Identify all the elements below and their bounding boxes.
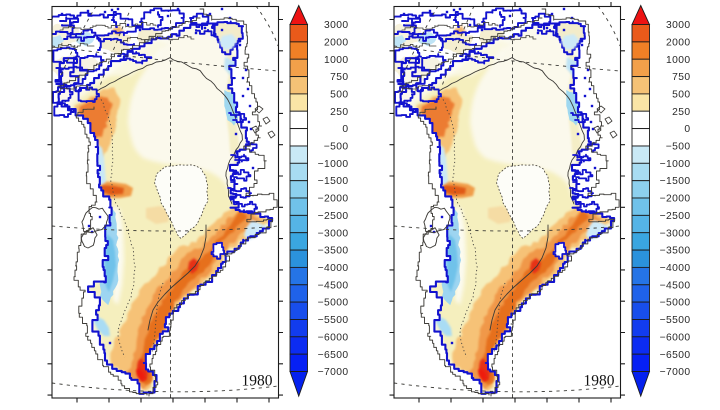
svg-text:750: 750 bbox=[330, 72, 348, 83]
svg-text:1980: 1980 bbox=[242, 373, 273, 390]
svg-text:−7000: −7000 bbox=[318, 367, 349, 378]
svg-text:250: 250 bbox=[330, 107, 348, 118]
svg-text:−6000: −6000 bbox=[318, 332, 349, 343]
svg-text:−2000: −2000 bbox=[318, 194, 349, 205]
svg-text:−6500: −6500 bbox=[318, 350, 349, 361]
svg-text:1000: 1000 bbox=[324, 55, 349, 66]
svg-text:3000: 3000 bbox=[324, 20, 349, 31]
svg-text:−2500: −2500 bbox=[318, 211, 349, 222]
svg-text:−1000: −1000 bbox=[318, 159, 349, 170]
svg-text:−4500: −4500 bbox=[318, 280, 349, 291]
svg-text:−4000: −4000 bbox=[318, 263, 349, 274]
svg-text:500: 500 bbox=[330, 90, 348, 101]
svg-text:−5500: −5500 bbox=[318, 315, 349, 326]
svg-text:−3500: −3500 bbox=[318, 246, 349, 257]
svg-text:−500: −500 bbox=[324, 142, 349, 153]
svg-text:0: 0 bbox=[342, 124, 348, 135]
svg-text:2000: 2000 bbox=[324, 38, 349, 49]
svg-text:−5000: −5000 bbox=[318, 298, 349, 309]
svg-text:−1500: −1500 bbox=[318, 176, 349, 187]
svg-text:−3000: −3000 bbox=[318, 228, 349, 239]
